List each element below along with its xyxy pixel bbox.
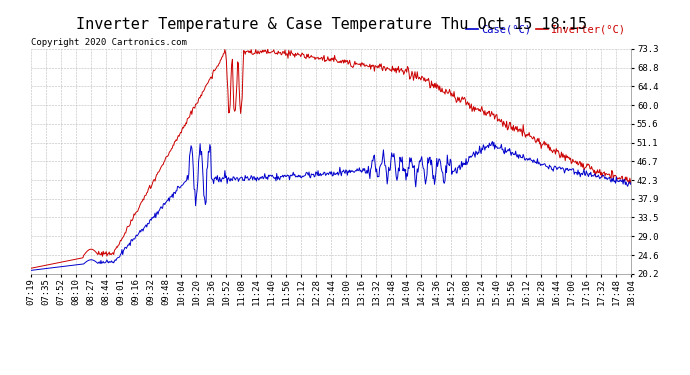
Text: Inverter Temperature & Case Temperature Thu Oct 15 18:15: Inverter Temperature & Case Temperature … [76, 17, 586, 32]
Text: Copyright 2020 Cartronics.com: Copyright 2020 Cartronics.com [31, 38, 187, 47]
Legend: Case(°C), Inverter(°C): Case(°C), Inverter(°C) [466, 25, 626, 35]
